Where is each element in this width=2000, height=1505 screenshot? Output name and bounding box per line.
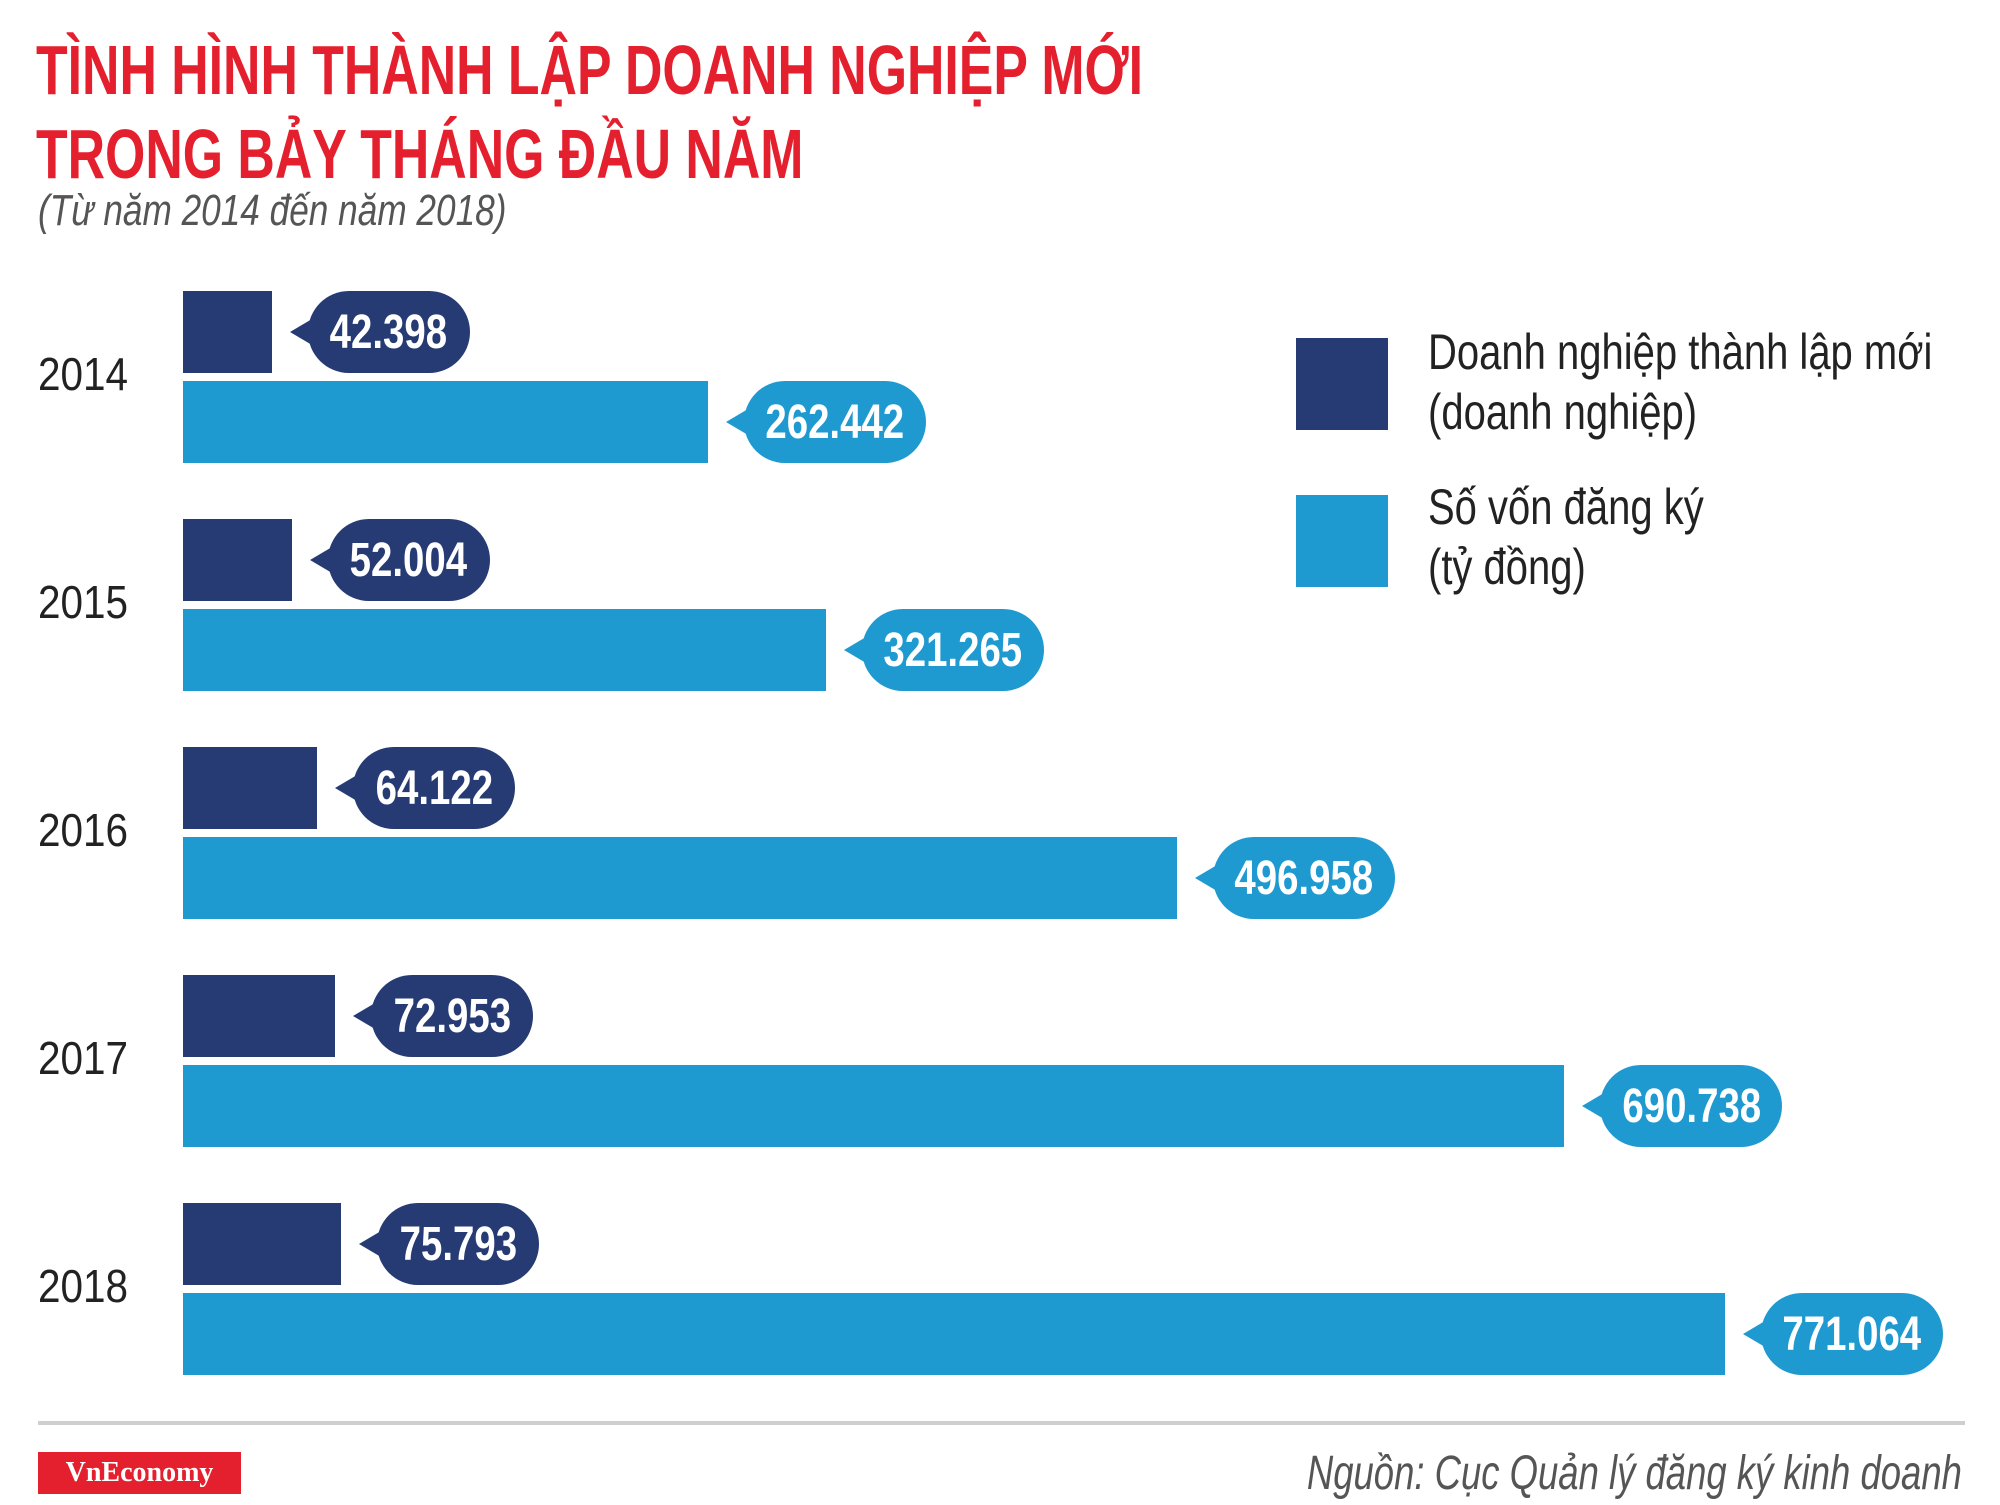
enterprise-value-label-2015: 52.004: [327, 519, 490, 601]
capital-value-label-2018: 771.064: [1761, 1293, 1944, 1375]
capital-value-label-2014: 262.442: [743, 381, 926, 463]
enterprise-value-label-2014: 42.398: [307, 291, 470, 373]
legend-swatch-enterprises: [1296, 338, 1388, 430]
year-label-2018: 2018: [38, 1260, 129, 1312]
title-line-2: TRONG BẢY THÁNG ĐẦU NĂM: [36, 115, 804, 193]
legend-label-line: (doanh nghiệp): [1428, 384, 1698, 440]
value-text: 496.958: [1234, 851, 1374, 905]
legend-label-line: (tỷ đồng): [1428, 539, 1586, 595]
bubble-pointer: [1582, 1093, 1605, 1119]
bubble-pointer: [353, 1003, 376, 1029]
footer-divider: [38, 1421, 1965, 1425]
value-text: 75.793: [399, 1217, 518, 1271]
capital-value-label-2017: 690.738: [1600, 1065, 1783, 1147]
chart-subtitle: (Từ năm 2014 đến năm 2018): [38, 186, 507, 235]
enterprise-bar-2018: [183, 1203, 342, 1285]
enterprise-value-label-2017: 72.953: [371, 975, 534, 1057]
value-text: 321.265: [883, 623, 1022, 677]
bubble-pointer: [309, 547, 332, 573]
year-label-2015: 2015: [38, 576, 129, 628]
value-text: 771.064: [1782, 1307, 1922, 1361]
capital-bar-2015: [183, 609, 826, 691]
capital-value-label-2016: 496.958: [1212, 837, 1395, 919]
legend-label-capital: Số vốn đăng ký (tỷ đồng): [1428, 477, 1704, 597]
capital-bar-2014: [183, 381, 708, 463]
enterprise-bar-2014: [183, 291, 272, 373]
bubble-pointer: [359, 1231, 382, 1257]
value-text: 52.004: [349, 533, 468, 587]
capital-bar-2016: [183, 837, 1177, 919]
legend-swatch-capital: [1296, 495, 1388, 587]
enterprise-bar-2016: [183, 747, 317, 829]
enterprise-value-label-2018: 75.793: [377, 1203, 540, 1285]
bubble-pointer: [335, 775, 357, 801]
value-text: 72.953: [393, 989, 512, 1043]
year-label-2014: 2014: [38, 348, 129, 400]
capital-bar-2017: [183, 1065, 1565, 1147]
year-label-2017: 2017: [38, 1032, 129, 1084]
value-text: 262.442: [765, 395, 905, 449]
bubble-pointer: [289, 319, 312, 345]
enterprise-value-label-2016: 64.122: [353, 747, 515, 829]
legend-label-enterprises: Doanh nghiệp thành lập mới (doanh nghiệp…: [1428, 322, 1932, 442]
year-label-2016: 2016: [38, 804, 129, 856]
bubble-pointer: [725, 409, 748, 435]
legend-label-line: Số vốn đăng ký: [1428, 479, 1704, 535]
bubble-pointer: [1194, 865, 1217, 891]
enterprise-bar-2015: [183, 519, 292, 601]
value-text: 42.398: [329, 305, 448, 359]
capital-value-label-2015: 321.265: [861, 609, 1044, 691]
vneconomy-logo: VnEconomy: [38, 1452, 241, 1494]
enterprise-bar-2017: [183, 975, 336, 1057]
title-line-1: TÌNH HÌNH THÀNH LẬP DOANH NGHIỆP MỚI: [36, 31, 1144, 109]
source-note: Nguồn: Cục Quản lý đăng ký kinh doanh: [1306, 1447, 1962, 1500]
bubble-pointer: [1743, 1321, 1766, 1347]
chart-title: TÌNH HÌNH THÀNH LẬP DOANH NGHIỆP MỚI TRO…: [36, 28, 1532, 196]
legend-label-line: Doanh nghiệp thành lập mới: [1428, 324, 1933, 380]
value-text: 690.738: [1622, 1079, 1761, 1133]
bubble-pointer: [843, 637, 866, 663]
value-text: 64.122: [375, 761, 493, 815]
capital-bar-2018: [183, 1293, 1726, 1375]
